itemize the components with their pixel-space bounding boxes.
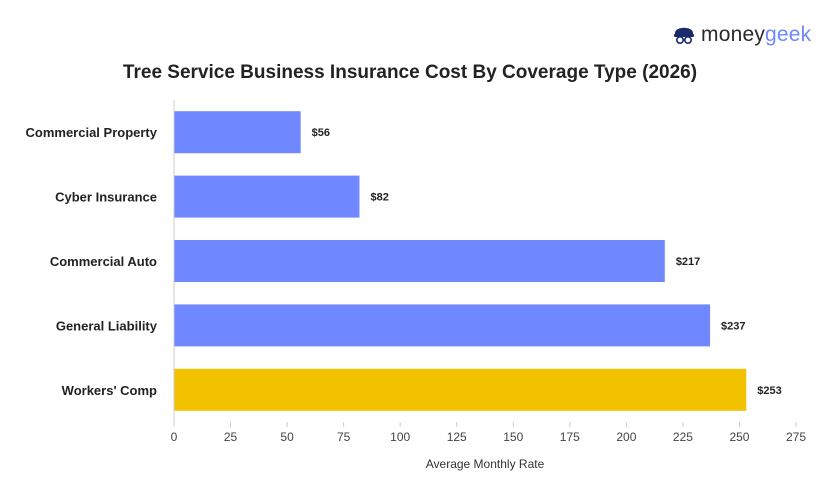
x-tick-label-7: 175 <box>560 430 580 444</box>
x-tick-label-2: 50 <box>280 430 294 444</box>
bar-1 <box>174 175 360 218</box>
value-label-3: $237 <box>721 320 745 332</box>
bar-3 <box>174 304 711 347</box>
x-tick-label-11: 275 <box>786 430 806 444</box>
category-labels-group: Commercial Property Cyber Insurance Commer… <box>26 125 158 398</box>
category-label-3: General Liability <box>56 318 158 333</box>
bar-2 <box>174 240 665 282</box>
value-label-2: $217 <box>676 256 700 268</box>
x-tick-label-0: 0 <box>171 430 178 444</box>
bar-4 <box>174 368 747 411</box>
brand-logo: moneygeek <box>672 20 811 48</box>
category-label-4: Workers' Comp <box>62 383 157 398</box>
category-label-1: Cyber Insurance <box>55 190 157 205</box>
category-label-0: Commercial Property <box>26 125 158 140</box>
x-axis-ticks-group: 0 25 50 75 100 125 150 175 200 225 250 275 <box>171 422 806 444</box>
bar-0 <box>174 111 301 154</box>
x-tick-label-10: 250 <box>729 430 749 444</box>
chart-title: Tree Service Business Insurance Cost By … <box>122 62 698 83</box>
value-labels-group: $56 $82 $217 $237 $253 <box>312 127 782 397</box>
x-tick-label-8: 200 <box>616 430 636 444</box>
value-label-0: $56 <box>312 127 330 139</box>
brand-name-part2: geek <box>765 22 812 46</box>
x-tick-label-9: 225 <box>673 430 693 444</box>
value-label-4: $253 <box>757 385 781 397</box>
value-label-1: $82 <box>370 192 388 204</box>
x-tick-label-6: 150 <box>503 430 523 444</box>
x-tick-label-3: 75 <box>337 430 351 444</box>
category-label-2: Commercial Auto <box>50 254 157 269</box>
x-axis-title: Average Monthly Rate <box>426 457 545 471</box>
x-tick-label-5: 125 <box>447 430 467 444</box>
bars-group <box>174 111 747 411</box>
x-tick-label-1: 25 <box>224 430 238 444</box>
brand-name-part1: money <box>701 22 766 46</box>
x-tick-label-4: 100 <box>390 430 410 444</box>
brand-wordmark: moneygeek <box>701 24 811 45</box>
moneygeek-logo-icon <box>674 27 694 45</box>
